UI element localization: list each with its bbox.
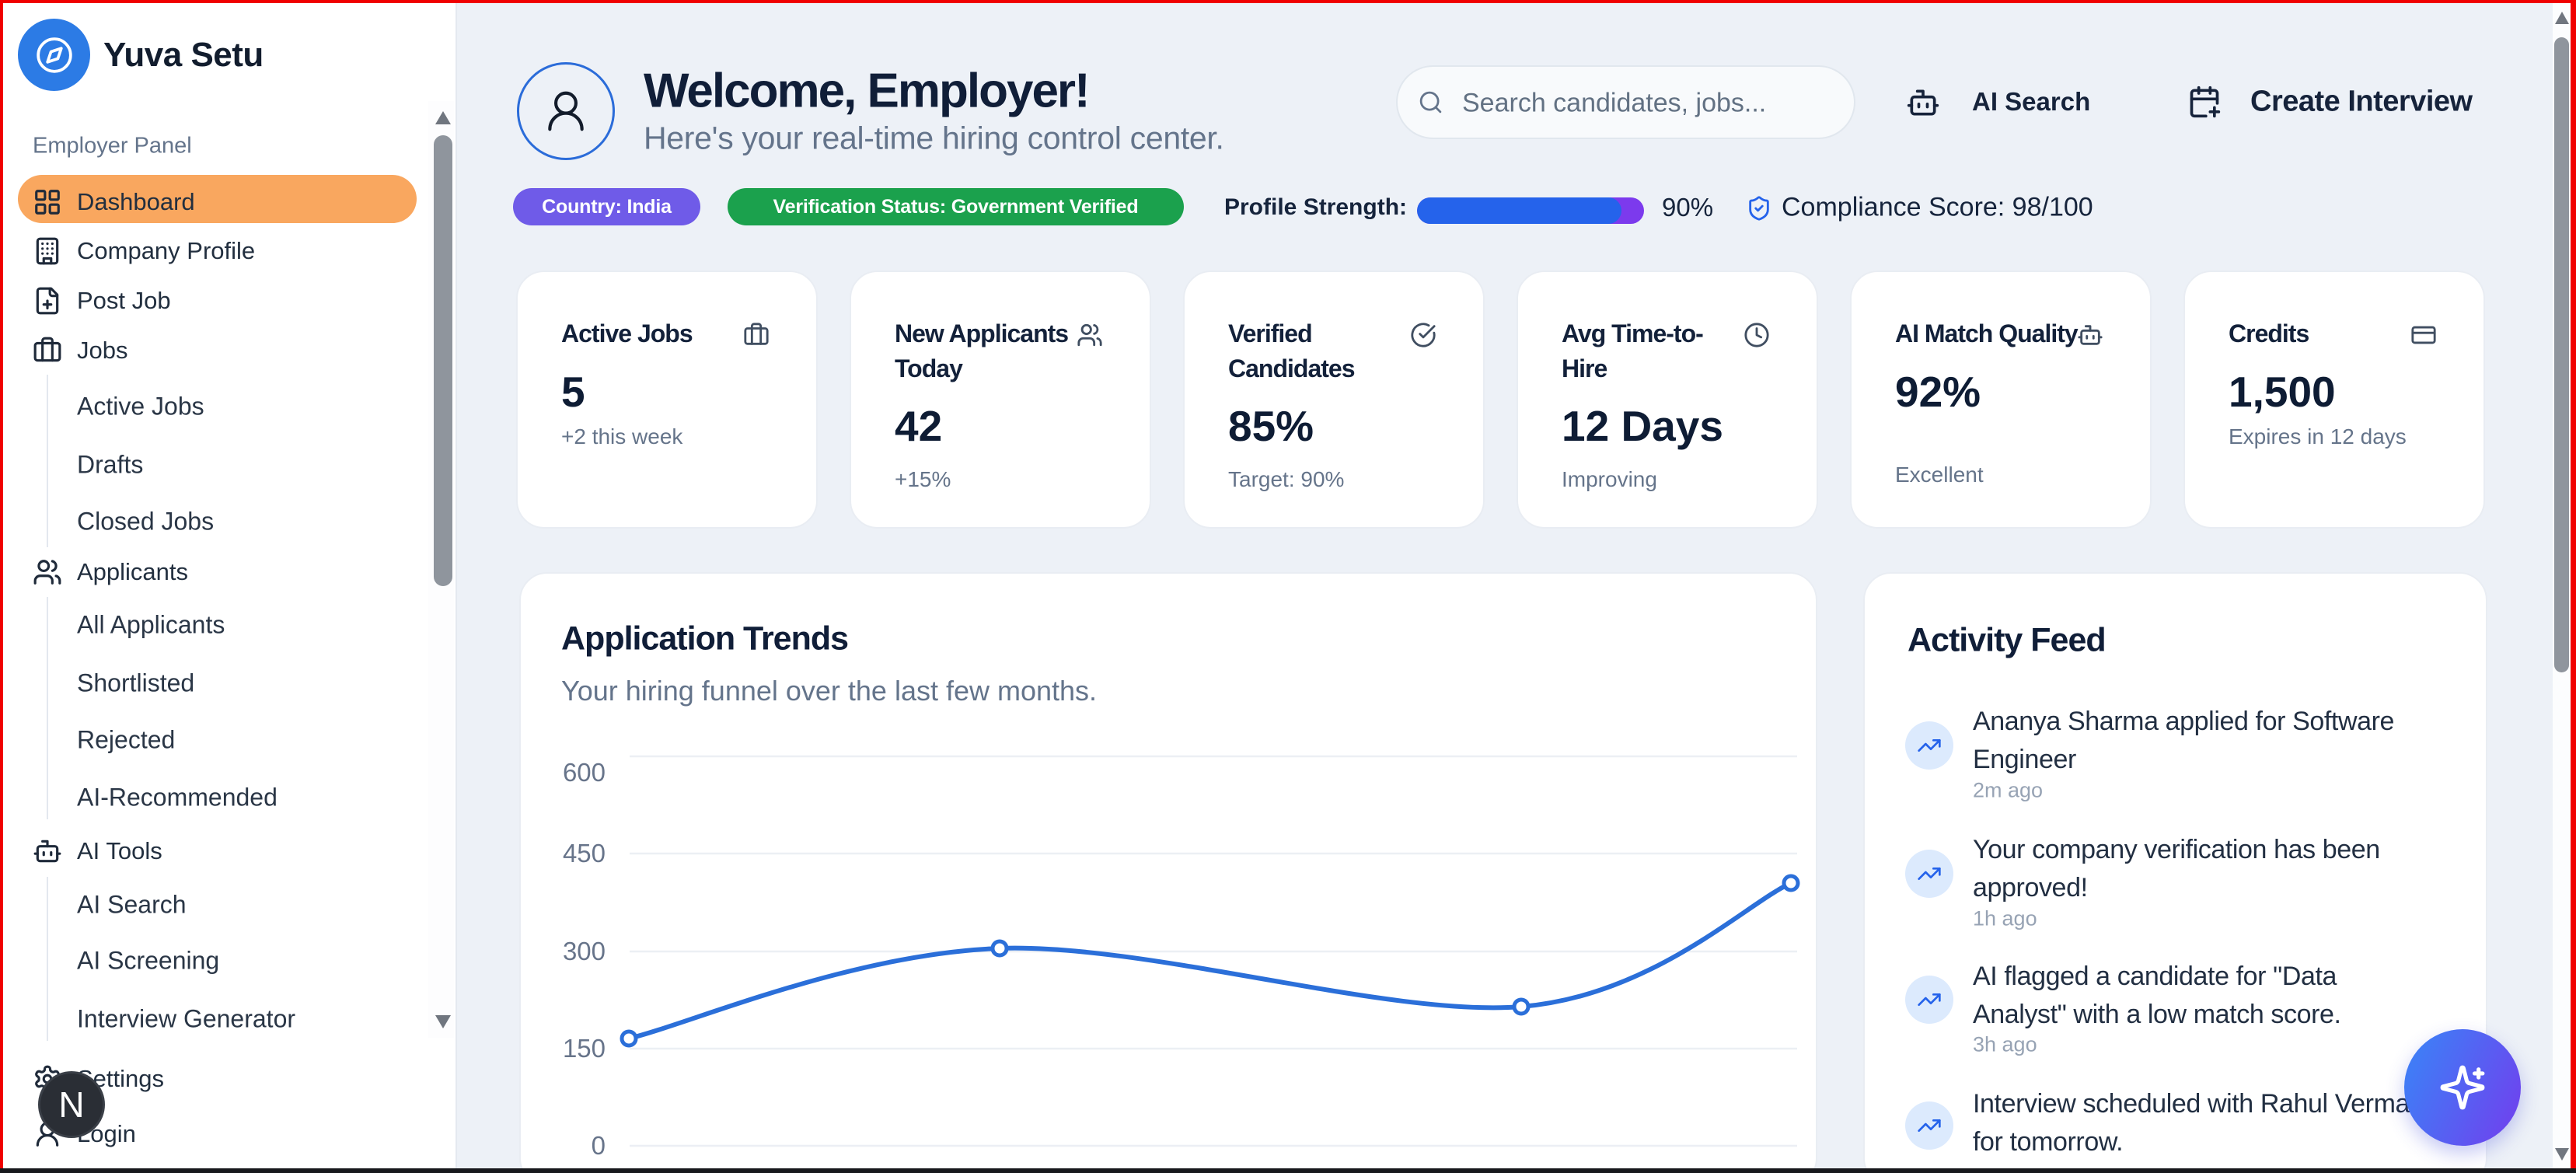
svg-text:600: 600 [563, 758, 606, 787]
svg-text:0: 0 [592, 1131, 606, 1160]
svg-text:150: 150 [563, 1034, 606, 1063]
svg-text:450: 450 [563, 839, 606, 868]
svg-text:300: 300 [563, 937, 606, 965]
